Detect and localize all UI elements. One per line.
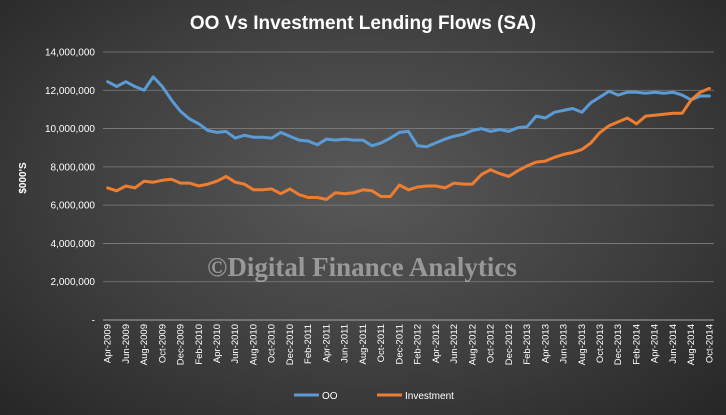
x-tick-label: Jun-2012 — [449, 324, 460, 364]
x-tick-label: Aug-2014 — [686, 324, 697, 365]
legend-label-oo: OO — [322, 391, 338, 402]
x-tick-label: Oct-2009 — [157, 324, 168, 363]
gridlines — [103, 51, 714, 283]
x-tick-label: Jun-2009 — [121, 324, 132, 364]
x-tick-label: Apr-2014 — [650, 324, 661, 363]
series-lines — [106, 75, 711, 201]
y-tick-label: 2,000,000 — [51, 277, 96, 288]
x-tick-label: Oct-2013 — [595, 324, 606, 363]
x-tick-label: Oct-2010 — [267, 324, 278, 363]
x-tick-label: Aug-2012 — [467, 324, 478, 365]
x-tick-label: Aug-2013 — [577, 324, 588, 365]
x-tick-label: Jun-2013 — [559, 324, 570, 364]
x-tick-label: Apr-2010 — [212, 324, 223, 363]
x-tick-label: Oct-2012 — [486, 324, 497, 363]
x-tick-label: Apr-2009 — [103, 324, 114, 363]
x-tick-label: Feb-2014 — [631, 324, 642, 365]
x-tick-label: Jun-2014 — [668, 324, 679, 364]
legend-label-investment: Investment — [405, 391, 454, 402]
x-axis-tick-labels: Apr-2009 Jun-2009 Aug-2009 Oct-2009 Dec-2009… — [103, 324, 716, 365]
x-tick-label: Oct-2014 — [704, 324, 715, 363]
y-axis-label: $000'S — [18, 162, 29, 194]
y-tick-label: 12,000,000 — [45, 86, 95, 97]
x-tick-label: Apr-2011 — [321, 324, 332, 362]
x-tick-label: Apr-2012 — [431, 324, 442, 363]
x-tick-label: Dec-2012 — [504, 324, 515, 365]
x-tick-label: Apr-2013 — [540, 324, 551, 363]
x-tick-label: Oct-2011 — [376, 324, 387, 362]
y-tick-label: - — [92, 316, 95, 327]
y-tick-label: 14,000,000 — [45, 48, 95, 59]
x-tick-label: Aug-2011 — [358, 324, 369, 365]
y-tick-label: 4,000,000 — [51, 239, 96, 250]
series-line-oo — [106, 75, 711, 149]
chart-title: OO Vs Investment Lending Flows (SA) — [190, 13, 536, 34]
x-tick-label: Feb-2011 — [303, 324, 314, 364]
x-tick-label: Dec-2010 — [285, 324, 296, 365]
legend: OO Investment — [294, 391, 454, 402]
y-tick-label: 6,000,000 — [51, 201, 96, 212]
x-tick-label: Dec-2011 — [394, 324, 405, 365]
series-line-investment — [106, 86, 711, 201]
x-tick-label: Feb-2013 — [522, 324, 533, 365]
x-tick-label: Aug-2010 — [248, 324, 259, 365]
x-tick-label: Feb-2010 — [194, 324, 205, 365]
x-tick-label: Jun-2010 — [230, 324, 241, 364]
x-tick-label: Jun-2011 — [340, 324, 351, 363]
watermark-text: ©Digital Finance Analytics — [207, 252, 517, 282]
x-tick-label: Dec-2013 — [613, 324, 624, 365]
y-tick-label: 10,000,000 — [45, 124, 95, 135]
x-tick-label: Aug-2009 — [139, 324, 150, 365]
x-tick-label: Feb-2012 — [413, 324, 424, 365]
y-tick-label: 8,000,000 — [51, 162, 96, 173]
y-axis-tick-labels: - 2,000,000 4,000,000 6,000,000 8,000,000 10,… — [45, 48, 95, 327]
x-tick-label: Dec-2009 — [176, 324, 187, 365]
